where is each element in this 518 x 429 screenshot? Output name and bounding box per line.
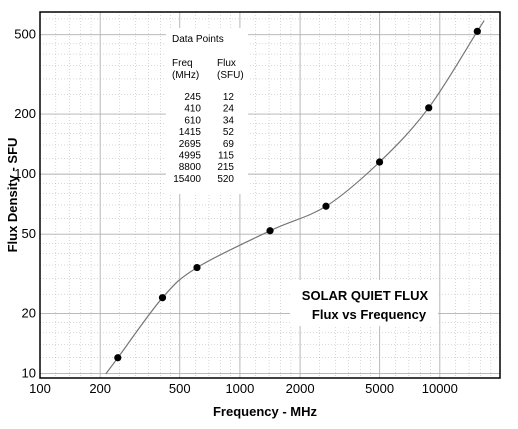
data-table-freq-cell: 4995 (179, 151, 202, 162)
data-table-freq-unit: (MHz) (172, 70, 199, 81)
x-tick-label: 500 (169, 381, 191, 396)
y-axis-title: Flux Density - SFU (5, 138, 20, 253)
data-table-flux-cell: 115 (218, 151, 234, 162)
data-table-flux-cell: 52 (223, 127, 235, 138)
data-table-background (166, 28, 248, 194)
data-table-flux-cell: 34 (223, 115, 235, 126)
data-table-freq-cell: 410 (184, 104, 201, 115)
data-table-flux-cell: 215 (217, 162, 234, 173)
x-tick-label: 2000 (286, 381, 315, 396)
data-point (473, 27, 481, 35)
data-table-freq-cell: 15400 (173, 174, 201, 185)
data-table-freq-cell: 8800 (179, 162, 202, 173)
data-point (158, 294, 167, 302)
data-point (322, 202, 330, 210)
y-tick-label: 10 (22, 366, 36, 381)
data-point (425, 104, 433, 112)
plot-frame (39, 11, 501, 379)
y-tick-labels: 10 20 50 100 200 500 (14, 27, 36, 381)
y-tick-label: 50 (22, 226, 36, 241)
x-tick-label: 200 (89, 381, 111, 396)
trend-curve (105, 20, 485, 375)
annotation-title: SOLAR QUIET FLUX (302, 288, 429, 303)
data-points (114, 27, 481, 362)
annotation-subtitle: Flux vs Frequency (312, 307, 427, 322)
x-tick-label: 5000 (365, 381, 394, 396)
y-tick-label: 20 (22, 306, 36, 321)
x-tick-labels: 100 200 500 1000 2000 5000 10000 (29, 381, 458, 396)
x-axis-title: Frequency - MHz (213, 404, 318, 419)
data-point (193, 263, 201, 272)
data-table-freq-cell: 610 (184, 115, 201, 126)
data-table-flux-cell: 520 (217, 174, 234, 185)
data-table: Data Points Freq (MHz) Flux (SFU) 245 12 4… (166, 28, 248, 194)
y-tick-label: 200 (14, 106, 36, 121)
data-table-freq-cell: 1415 (179, 127, 202, 138)
x-tick-label: 100 (29, 381, 51, 396)
data-table-freq-header: Freq (172, 58, 193, 69)
data-point (375, 158, 384, 166)
data-table-freq-cell: 2695 (179, 139, 202, 150)
annotation-box: SOLAR QUIET FLUX Flux vs Frequency (290, 280, 438, 326)
y-tick-label: 500 (14, 27, 36, 42)
data-table-rows: 245 12 410 24 610 34 1415 52 2695 69 4995 115 8800 21… (173, 92, 234, 185)
data-table-title: Data Points (172, 34, 224, 45)
data-table-flux-cell: 24 (223, 104, 235, 115)
data-point (114, 354, 122, 362)
annotation-background (290, 280, 438, 326)
y-tick-label: 100 (14, 166, 36, 181)
data-table-flux-unit: (SFU) (217, 70, 244, 81)
x-tick-label: 10000 (422, 381, 458, 396)
data-table-flux-header: Flux (217, 58, 236, 69)
data-table-flux-cell: 69 (223, 139, 235, 150)
data-table-freq-cell: 245 (184, 92, 201, 103)
data-point (266, 227, 274, 235)
x-tick-label: 1000 (225, 381, 254, 396)
data-table-flux-cell: 12 (223, 92, 235, 103)
